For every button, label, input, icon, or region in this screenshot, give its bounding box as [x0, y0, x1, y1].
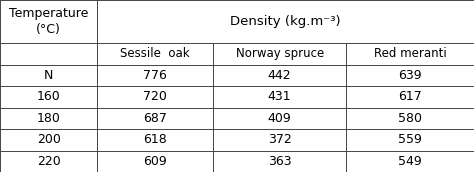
Text: 549: 549 [398, 155, 422, 168]
Text: 580: 580 [398, 112, 422, 125]
Text: Sessile  oak: Sessile oak [120, 47, 190, 60]
Text: Red meranti: Red meranti [374, 47, 447, 60]
Text: 200: 200 [36, 133, 61, 146]
Text: 220: 220 [36, 155, 61, 168]
Text: 776: 776 [143, 69, 167, 82]
Text: 431: 431 [268, 90, 292, 103]
Text: N: N [44, 69, 53, 82]
Text: 687: 687 [143, 112, 167, 125]
Text: 559: 559 [398, 133, 422, 146]
Text: 180: 180 [36, 112, 61, 125]
Text: 160: 160 [36, 90, 61, 103]
Text: Temperature
(°C): Temperature (°C) [9, 8, 88, 35]
Text: 409: 409 [268, 112, 292, 125]
Text: 372: 372 [268, 133, 292, 146]
Text: 618: 618 [143, 133, 167, 146]
Text: Density (kg.m⁻³): Density (kg.m⁻³) [230, 15, 341, 28]
Text: 639: 639 [398, 69, 422, 82]
Text: 617: 617 [398, 90, 422, 103]
Text: 442: 442 [268, 69, 292, 82]
Text: 720: 720 [143, 90, 167, 103]
Text: Norway spruce: Norway spruce [236, 47, 324, 60]
Text: 363: 363 [268, 155, 292, 168]
Text: 609: 609 [143, 155, 167, 168]
